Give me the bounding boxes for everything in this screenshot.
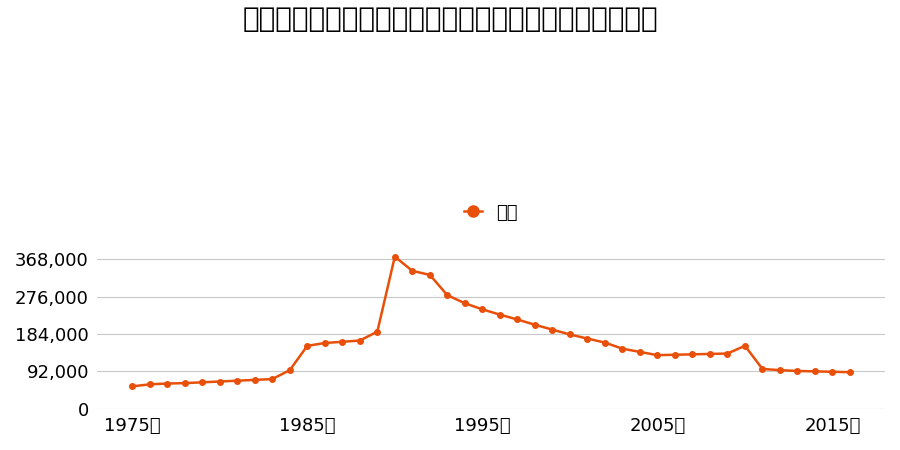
価格 (477, 306, 488, 312)
Legend: 価格: 価格 (457, 196, 526, 229)
価格 (757, 366, 768, 372)
価格 (459, 301, 470, 306)
価格 (775, 368, 786, 373)
価格 (232, 378, 243, 383)
価格 (529, 322, 540, 328)
価格 (144, 382, 155, 387)
価格 (267, 376, 278, 382)
Line: 価格: 価格 (130, 254, 853, 389)
価格 (582, 336, 593, 341)
価格 (687, 351, 698, 357)
価格 (512, 317, 523, 322)
価格 (722, 351, 733, 356)
価格 (407, 268, 418, 274)
価格 (652, 352, 662, 358)
価格 (810, 369, 821, 374)
価格 (320, 340, 330, 346)
価格 (249, 377, 260, 382)
価格 (599, 340, 610, 345)
Text: 東京都町田市本町田字壱六号２０４８番６０の地価推移: 東京都町田市本町田字壱六号２０４８番６０の地価推移 (242, 4, 658, 32)
価格 (179, 380, 190, 386)
価格 (844, 369, 855, 375)
価格 (705, 351, 716, 357)
価格 (792, 368, 803, 373)
価格 (127, 384, 138, 389)
価格 (284, 368, 295, 373)
価格 (634, 349, 645, 355)
価格 (214, 379, 225, 384)
価格 (390, 254, 400, 259)
価格 (372, 329, 382, 334)
価格 (425, 272, 436, 278)
価格 (302, 343, 312, 349)
価格 (547, 327, 558, 332)
価格 (827, 369, 838, 374)
価格 (337, 339, 347, 345)
価格 (564, 332, 575, 337)
価格 (442, 292, 453, 298)
価格 (670, 352, 680, 357)
価格 (740, 343, 751, 349)
価格 (197, 380, 208, 385)
価格 (162, 381, 173, 386)
価格 (494, 312, 505, 317)
価格 (617, 346, 628, 351)
価格 (355, 338, 365, 343)
